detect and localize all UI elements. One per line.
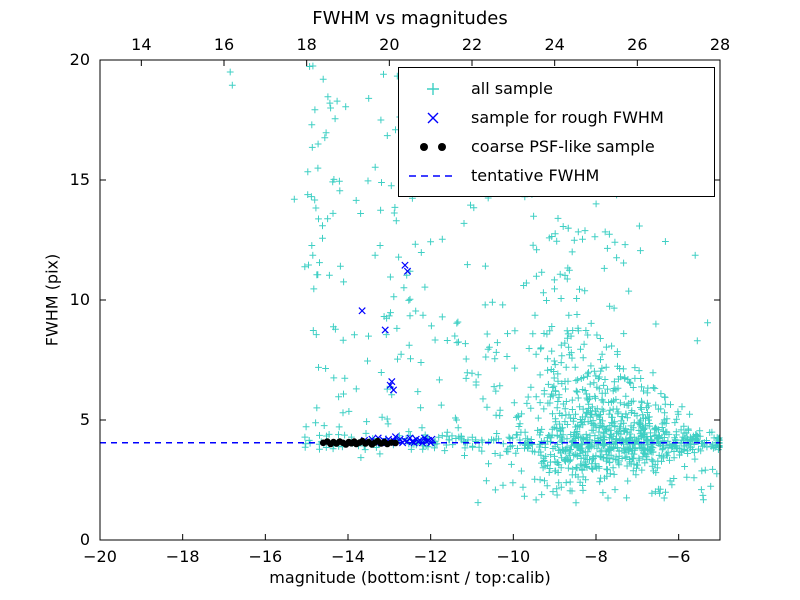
svg-text:20: 20 bbox=[379, 35, 399, 54]
legend-label: all sample bbox=[471, 79, 553, 98]
svg-text:16: 16 bbox=[214, 35, 234, 54]
svg-text:24: 24 bbox=[544, 35, 564, 54]
legend-label: coarse PSF-like sample bbox=[471, 137, 655, 156]
svg-text:15: 15 bbox=[70, 170, 90, 189]
svg-text:20: 20 bbox=[70, 50, 90, 69]
legend-entry-rough-fwhm: sample for rough FWHM bbox=[405, 103, 710, 132]
svg-text:28: 28 bbox=[710, 35, 730, 54]
svg-text:−14: −14 bbox=[331, 547, 365, 566]
legend-label: tentative FWHM bbox=[471, 166, 600, 185]
chart-title: FWHM vs magnitudes bbox=[312, 8, 508, 29]
svg-text:0: 0 bbox=[80, 530, 90, 549]
svg-text:−8: −8 bbox=[584, 547, 608, 566]
svg-text:18: 18 bbox=[296, 35, 316, 54]
svg-text:−20: −20 bbox=[83, 547, 117, 566]
legend-entry-tentative-fwhm: tentative FWHM bbox=[405, 161, 710, 190]
legend-entry-coarse-psf: coarse PSF-like sample bbox=[405, 132, 710, 161]
legend-entry-all-sample: all sample bbox=[405, 74, 710, 103]
svg-text:10: 10 bbox=[70, 290, 90, 309]
svg-text:−18: −18 bbox=[166, 547, 200, 566]
y-axis-label: FWHM (pix) bbox=[42, 253, 62, 347]
dashed-line-icon bbox=[409, 174, 457, 177]
x-axis-label: magnitude (bottom:isnt / top:calib) bbox=[269, 568, 551, 587]
dot-marker-icon bbox=[420, 142, 446, 151]
legend-label: sample for rough FWHM bbox=[471, 108, 664, 127]
legend: all sample sample for rough FWHM coarse … bbox=[398, 67, 715, 197]
svg-text:26: 26 bbox=[627, 35, 647, 54]
svg-text:14: 14 bbox=[131, 35, 151, 54]
plus-marker-icon bbox=[427, 82, 439, 95]
svg-text:−10: −10 bbox=[496, 547, 530, 566]
svg-text:22: 22 bbox=[462, 35, 482, 54]
svg-text:−6: −6 bbox=[667, 547, 691, 566]
svg-text:−16: −16 bbox=[248, 547, 282, 566]
svg-text:5: 5 bbox=[80, 410, 90, 429]
x-marker-icon bbox=[427, 112, 439, 123]
svg-text:−12: −12 bbox=[414, 547, 448, 566]
